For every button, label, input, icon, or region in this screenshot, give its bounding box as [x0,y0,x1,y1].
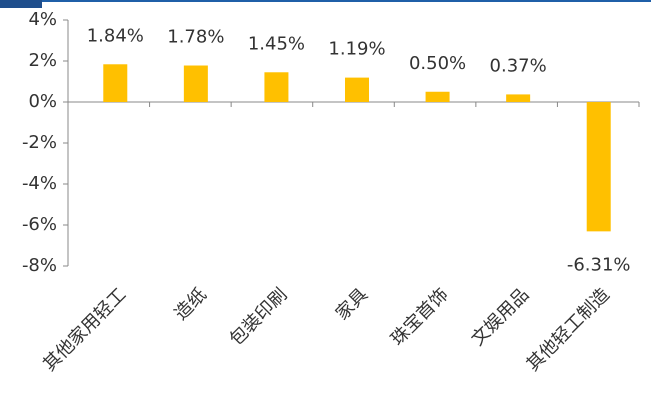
y-tick-label: -6% [22,214,57,235]
value-label: 0.37% [490,55,547,76]
value-label: -6.31% [567,254,631,275]
value-label: 1.19% [328,39,385,60]
y-tick-label: 4% [28,9,57,30]
bar [345,77,369,102]
top-block [0,0,42,8]
bar [586,102,611,232]
x-tick-label: 其他轻工制造 [523,284,614,375]
bar [103,64,128,102]
x-tick-label: 家具 [332,284,372,324]
x-tick-label: 珠宝首饰 [387,284,453,350]
bar [183,65,208,102]
value-label: 1.78% [167,27,224,48]
x-tick-label: 造纸 [171,284,211,324]
top-rule [0,0,651,2]
bar [506,94,531,102]
value-label: 1.84% [87,25,144,46]
x-tick-label: 其他家用轻工 [39,284,130,375]
y-tick-label: 2% [28,50,57,71]
value-label: 0.50% [409,53,466,74]
bar [425,91,450,102]
y-tick-label: 0% [28,91,57,112]
y-tick-label: -8% [22,255,57,276]
bar [264,72,289,102]
y-tick-label: -2% [22,132,57,153]
y-tick-label: -4% [22,173,57,194]
value-label: 1.45% [248,33,305,54]
x-tick-label: 包装印刷 [226,284,292,350]
x-tick-label: 文娱用品 [467,284,533,350]
